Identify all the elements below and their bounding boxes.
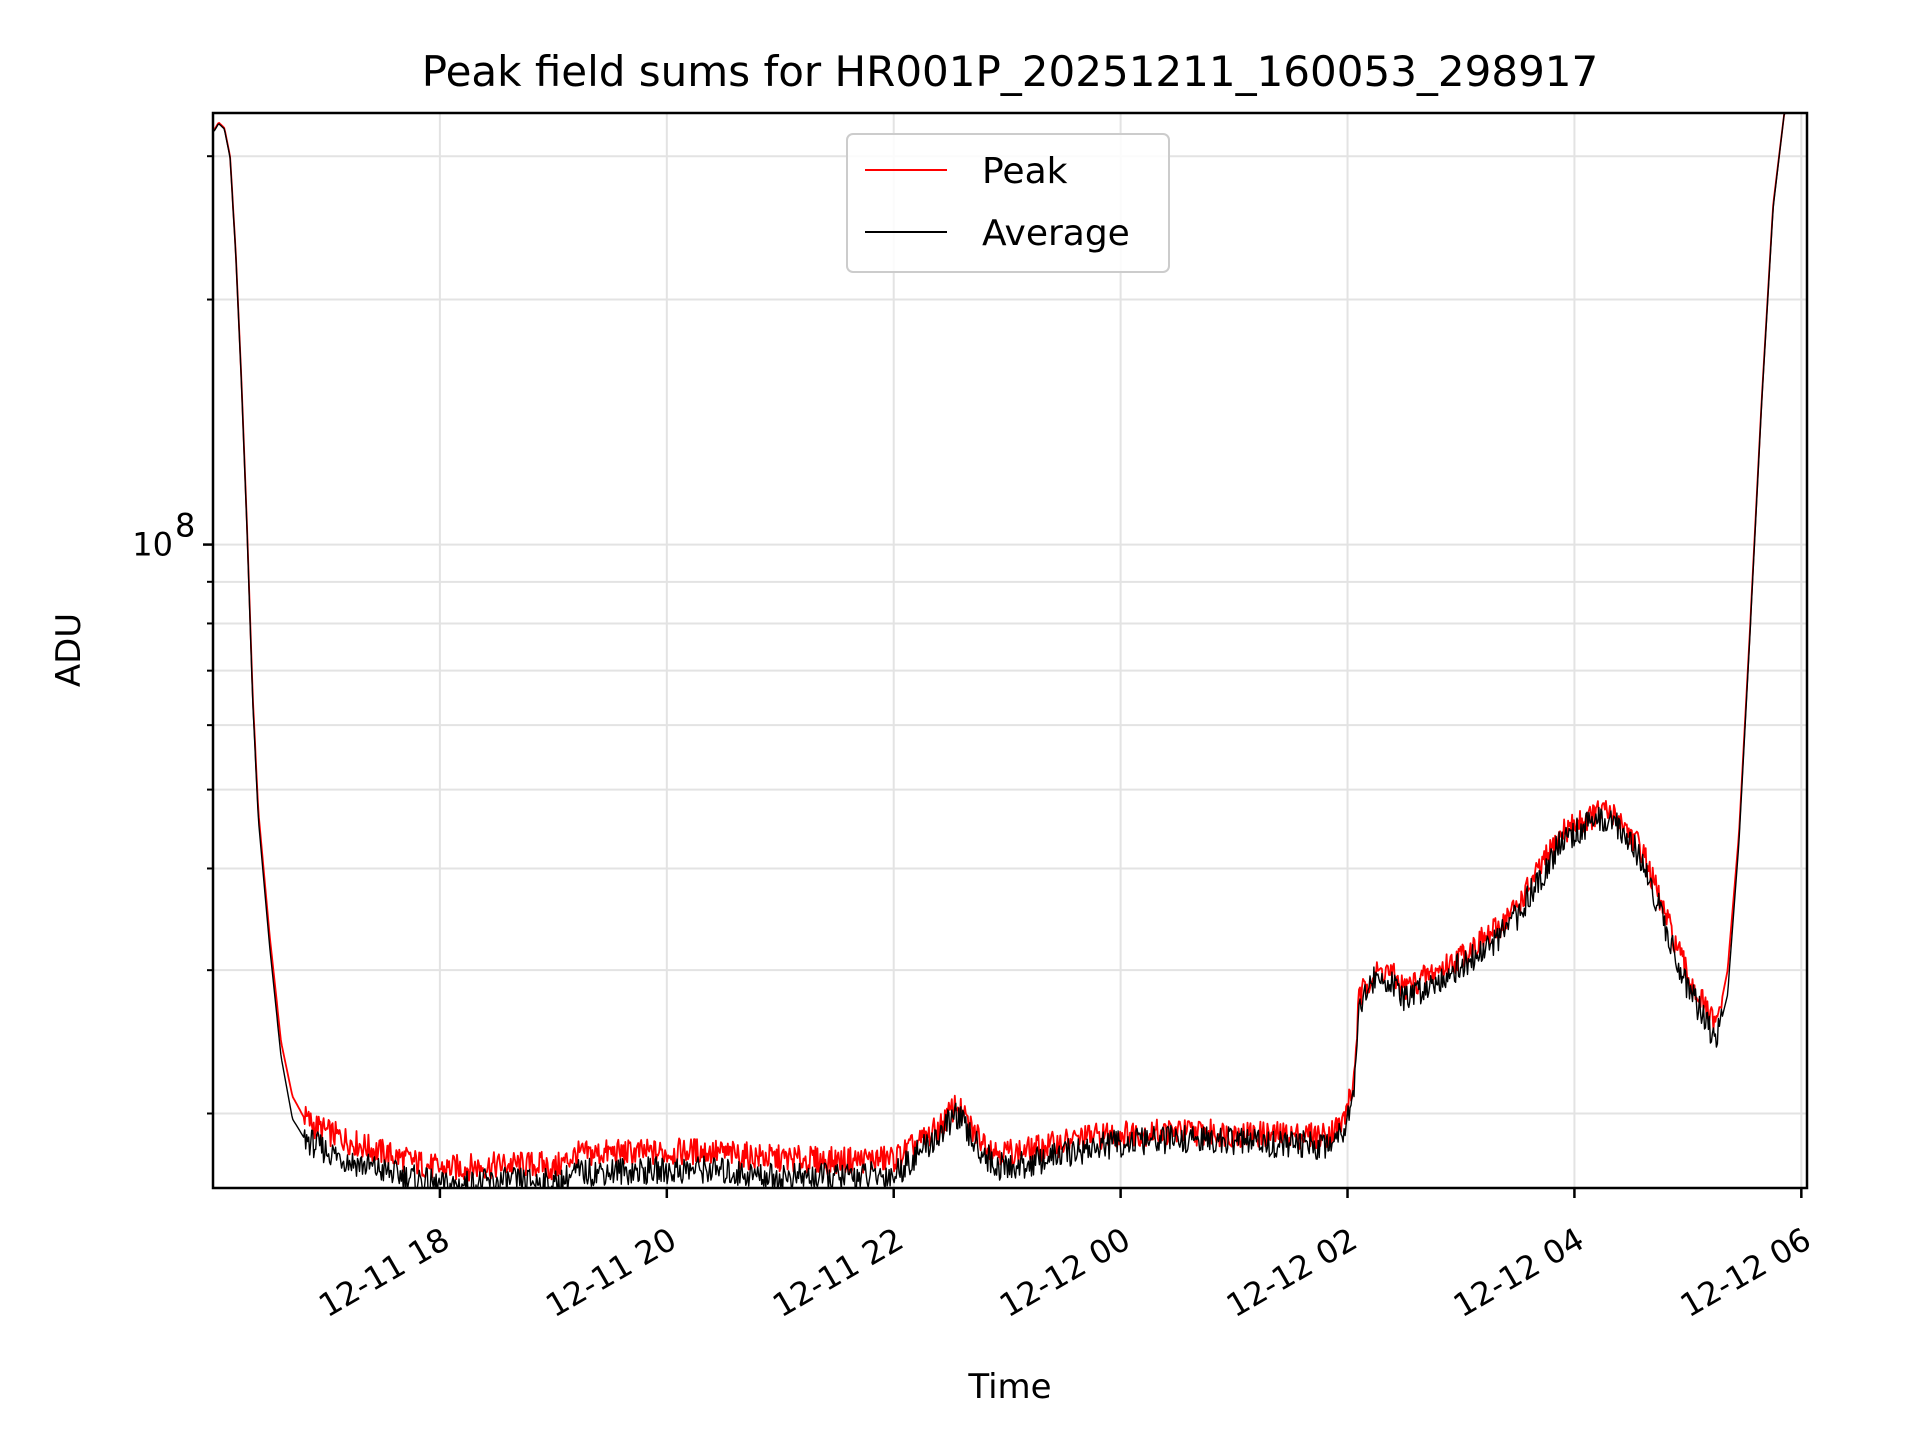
y-axis-ticks: 10 8: [132, 155, 213, 1115]
y-axis-label: ADU: [49, 613, 89, 687]
plot-frame: [211, 111, 1809, 1190]
y-tick-label-base: 10: [132, 526, 173, 564]
peak-series-line: [213, 113, 1807, 1182]
chart-title: Peak field sums for HR001P_20251211_1600…: [422, 47, 1599, 96]
series-layer: [213, 113, 1807, 1188]
legend-peak-label: Peak: [982, 151, 1068, 192]
x-axis-label: Time: [967, 1367, 1051, 1407]
legend-average-label: Average: [982, 213, 1130, 254]
legend-box: [846, 133, 1170, 273]
average-series-line: [213, 113, 1807, 1188]
y-tick-label-exponent: 8: [175, 507, 195, 545]
legend: Peak Average: [846, 133, 1170, 273]
